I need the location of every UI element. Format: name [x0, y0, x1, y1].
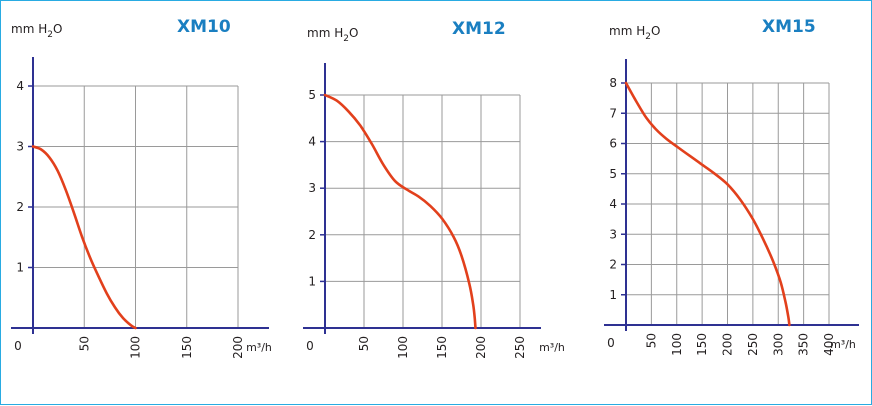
x-tick-label: 250 [746, 333, 760, 356]
x-tick-label: 100 [396, 336, 410, 359]
x-tick-label: 200 [231, 336, 245, 359]
x-tick-label: 50 [644, 333, 658, 348]
x-tick-label: 200 [474, 336, 488, 359]
y-tick-label: 4 [16, 79, 24, 93]
y-tick-label: 2 [16, 200, 24, 214]
x-tick-label: 150 [695, 333, 709, 356]
y-axis-label: mm H2O [307, 26, 358, 44]
performance-curve [624, 81, 791, 327]
y-tick-label: 5 [308, 88, 316, 102]
y-tick-label: 3 [308, 181, 316, 195]
x-tick-label: 50 [77, 336, 91, 351]
performance-curve [31, 145, 137, 330]
y-tick-label: 6 [609, 137, 617, 151]
y-tick-label: 5 [609, 167, 617, 181]
x-tick-label: 0 [14, 339, 22, 353]
x-tick-label: 50 [357, 336, 371, 351]
x-tick-label: 400 [822, 333, 836, 356]
x-tick-label: 0 [306, 339, 314, 353]
chart-title: XM12 [452, 19, 506, 39]
y-tick-label: 2 [609, 258, 617, 272]
y-tick-label: 4 [308, 135, 316, 149]
y-tick-label: 3 [16, 140, 24, 154]
y-tick-label: 1 [609, 288, 617, 302]
x-tick-label: 100 [670, 333, 684, 356]
chart-title: XM10 [177, 17, 231, 37]
y-tick-label: 1 [308, 274, 316, 288]
performance-curve [323, 93, 477, 330]
x-tick-label: 100 [129, 336, 143, 359]
y-tick-label: 1 [16, 261, 24, 275]
x-axis-label: m³/h [539, 341, 565, 354]
chart-title: XM15 [762, 17, 816, 37]
x-tick-label: 150 [180, 336, 194, 359]
x-tick-label: 350 [797, 333, 811, 356]
chart-xm10: 1 2 3 4 0 50 100 150 200 m³/h mm H2O XM10 [11, 17, 272, 359]
x-tick-label: 250 [513, 336, 527, 359]
x-tick-label: 150 [435, 336, 449, 359]
y-tick-label: 3 [609, 227, 617, 241]
x-axis-label: m³/h [830, 338, 856, 351]
y-tick-label: 2 [308, 228, 316, 242]
y-axis-label: mm H2O [11, 22, 62, 40]
y-tick-label: 4 [609, 197, 617, 211]
y-tick-label: 8 [609, 76, 617, 90]
x-axis-label: m³/h [246, 341, 272, 354]
x-tick-label: 200 [721, 333, 735, 356]
x-tick-label: 300 [771, 333, 785, 356]
x-tick-label: 0 [607, 336, 615, 350]
y-axis-label: mm H2O [609, 24, 660, 42]
y-tick-label: 7 [609, 106, 617, 120]
